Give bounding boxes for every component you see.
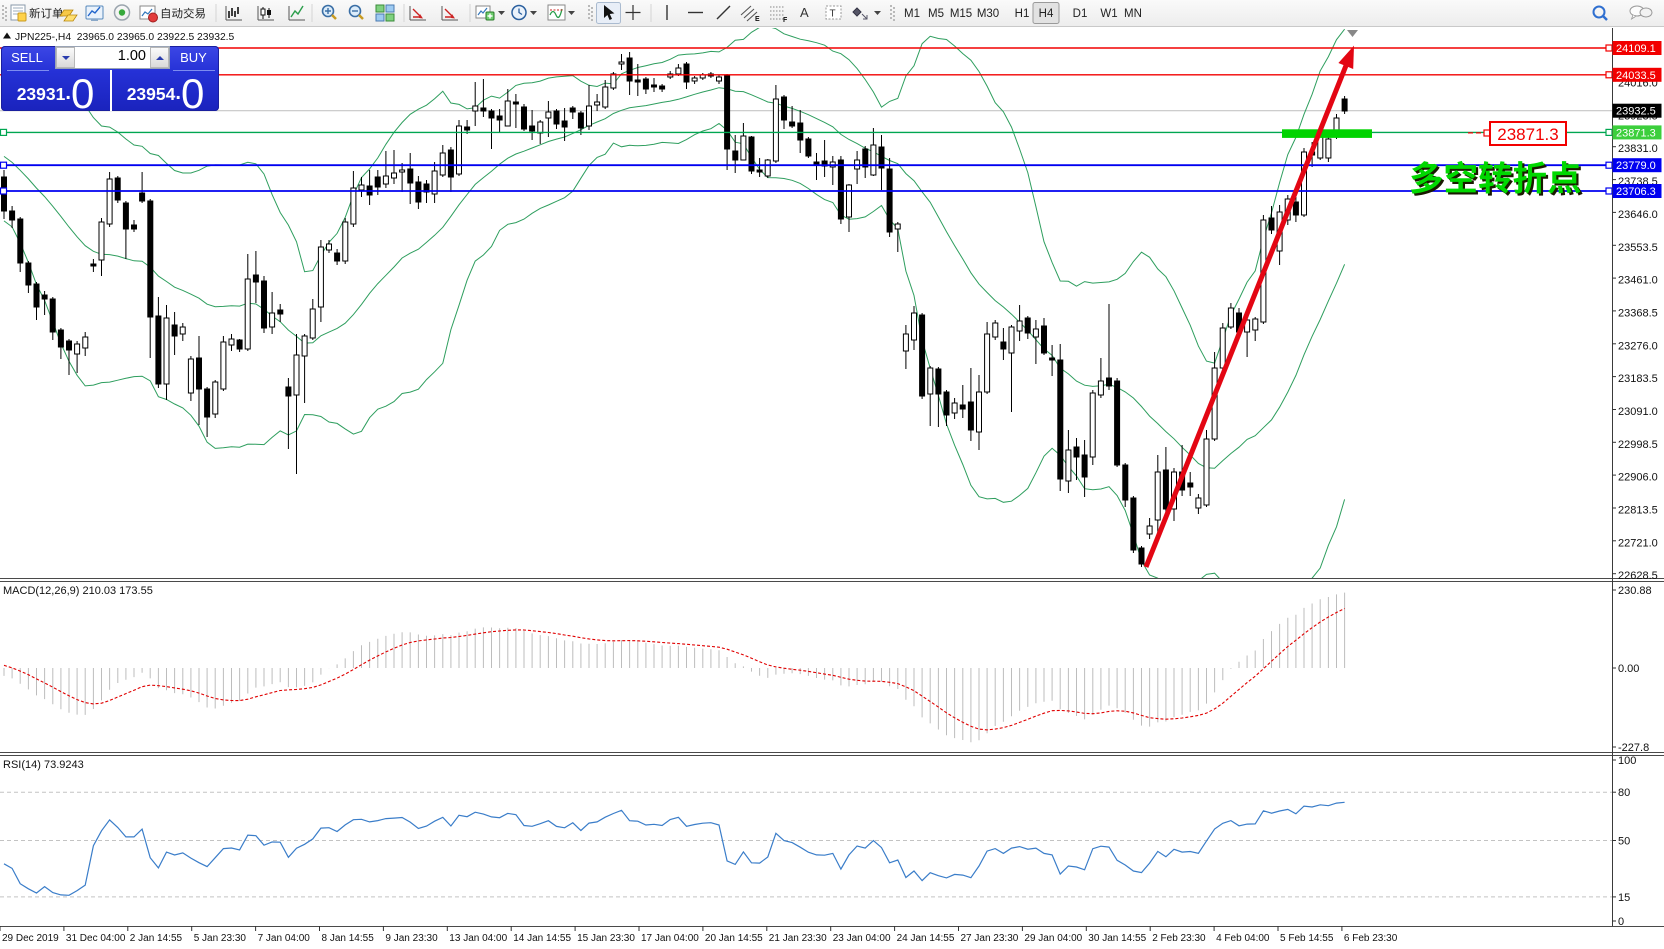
svg-text:13 Jan 04:00: 13 Jan 04:00 xyxy=(449,933,507,944)
svg-text:0.00: 0.00 xyxy=(1618,663,1639,675)
svg-text:T: T xyxy=(830,9,836,20)
svg-text:MACD(12,26,9) 210.03 173.55: MACD(12,26,9) 210.03 173.55 xyxy=(3,585,153,597)
svg-text:7 Jan 04:00: 7 Jan 04:00 xyxy=(258,933,311,944)
svg-text:JPN225-,H4 23965.0 23965.0 23: JPN225-,H4 23965.0 23965.0 23922.5 23932… xyxy=(15,32,235,43)
svg-text:23871.3: 23871.3 xyxy=(1616,127,1656,139)
svg-text:23183.5: 23183.5 xyxy=(1618,373,1658,385)
svg-text:H4: H4 xyxy=(1039,8,1054,20)
svg-text:23831.0: 23831.0 xyxy=(1618,143,1658,155)
svg-text:22721.0: 22721.0 xyxy=(1618,537,1658,549)
svg-text:4 Feb 04:00: 4 Feb 04:00 xyxy=(1216,933,1270,944)
svg-text:W1: W1 xyxy=(1100,8,1117,20)
svg-text:50: 50 xyxy=(1618,836,1630,848)
svg-text:5 Feb 14:55: 5 Feb 14:55 xyxy=(1280,933,1334,944)
svg-text:24033.5: 24033.5 xyxy=(1616,70,1656,82)
svg-text:-227.8: -227.8 xyxy=(1618,742,1649,754)
svg-text:22998.5: 22998.5 xyxy=(1618,439,1658,451)
svg-text:23706.3: 23706.3 xyxy=(1616,186,1656,198)
svg-text:23779.0: 23779.0 xyxy=(1616,160,1656,172)
svg-text:15: 15 xyxy=(1618,892,1630,904)
svg-text:20 Jan 14:55: 20 Jan 14:55 xyxy=(705,933,763,944)
svg-text:23 Jan 04:00: 23 Jan 04:00 xyxy=(833,933,891,944)
svg-text:0: 0 xyxy=(1618,916,1624,928)
svg-text:8 Jan 14:55: 8 Jan 14:55 xyxy=(322,933,375,944)
svg-text:MN: MN xyxy=(1124,8,1142,20)
svg-text:M1: M1 xyxy=(904,8,920,20)
svg-text:E: E xyxy=(755,16,760,23)
svg-text:22628.5: 22628.5 xyxy=(1618,570,1658,582)
svg-text:M5: M5 xyxy=(928,8,944,20)
svg-text:23553.5: 23553.5 xyxy=(1618,242,1658,254)
svg-text:22813.5: 22813.5 xyxy=(1618,505,1658,517)
svg-text:9 Jan 23:30: 9 Jan 23:30 xyxy=(385,933,438,944)
svg-text:2 Jan 14:55: 2 Jan 14:55 xyxy=(130,933,183,944)
svg-text:100: 100 xyxy=(1618,755,1636,767)
svg-text:D1: D1 xyxy=(1073,8,1088,20)
svg-text:23461.0: 23461.0 xyxy=(1618,275,1658,287)
svg-text:2 Feb 23:30: 2 Feb 23:30 xyxy=(1152,933,1206,944)
svg-text:80: 80 xyxy=(1618,787,1630,799)
svg-text:F: F xyxy=(783,17,788,24)
svg-text:31 Dec 04:00: 31 Dec 04:00 xyxy=(66,933,126,944)
svg-text:29 Dec 2019: 29 Dec 2019 xyxy=(2,933,59,944)
svg-text:23368.5: 23368.5 xyxy=(1618,307,1658,319)
svg-text:A: A xyxy=(800,5,809,20)
svg-text:H1: H1 xyxy=(1015,8,1030,20)
svg-text:14 Jan 14:55: 14 Jan 14:55 xyxy=(513,933,571,944)
svg-text:23932.5: 23932.5 xyxy=(1616,106,1656,118)
svg-text:21 Jan 23:30: 21 Jan 23:30 xyxy=(769,933,827,944)
svg-text:5 Jan 23:30: 5 Jan 23:30 xyxy=(194,933,247,944)
svg-text:6 Feb 23:30: 6 Feb 23:30 xyxy=(1344,933,1398,944)
svg-text:M30: M30 xyxy=(977,8,999,20)
svg-text:29 Jan 04:00: 29 Jan 04:00 xyxy=(1024,933,1082,944)
svg-text:230.88: 230.88 xyxy=(1618,585,1652,597)
svg-text:RSI(14) 73.9243: RSI(14) 73.9243 xyxy=(3,759,84,771)
svg-text:22906.0: 22906.0 xyxy=(1618,472,1658,484)
svg-text:24109.1: 24109.1 xyxy=(1616,43,1656,55)
svg-text:17 Jan 04:00: 17 Jan 04:00 xyxy=(641,933,699,944)
svg-text:23871.3: 23871.3 xyxy=(1497,125,1558,144)
svg-text:30 Jan 14:55: 30 Jan 14:55 xyxy=(1088,933,1146,944)
svg-text:23276.0: 23276.0 xyxy=(1618,340,1658,352)
svg-text:24 Jan 14:55: 24 Jan 14:55 xyxy=(897,933,955,944)
svg-text:23091.0: 23091.0 xyxy=(1618,406,1658,418)
svg-text:23646.0: 23646.0 xyxy=(1618,209,1658,221)
svg-text:15 Jan 23:30: 15 Jan 23:30 xyxy=(577,933,635,944)
svg-text:M15: M15 xyxy=(950,8,972,20)
svg-text:27 Jan 23:30: 27 Jan 23:30 xyxy=(961,933,1019,944)
